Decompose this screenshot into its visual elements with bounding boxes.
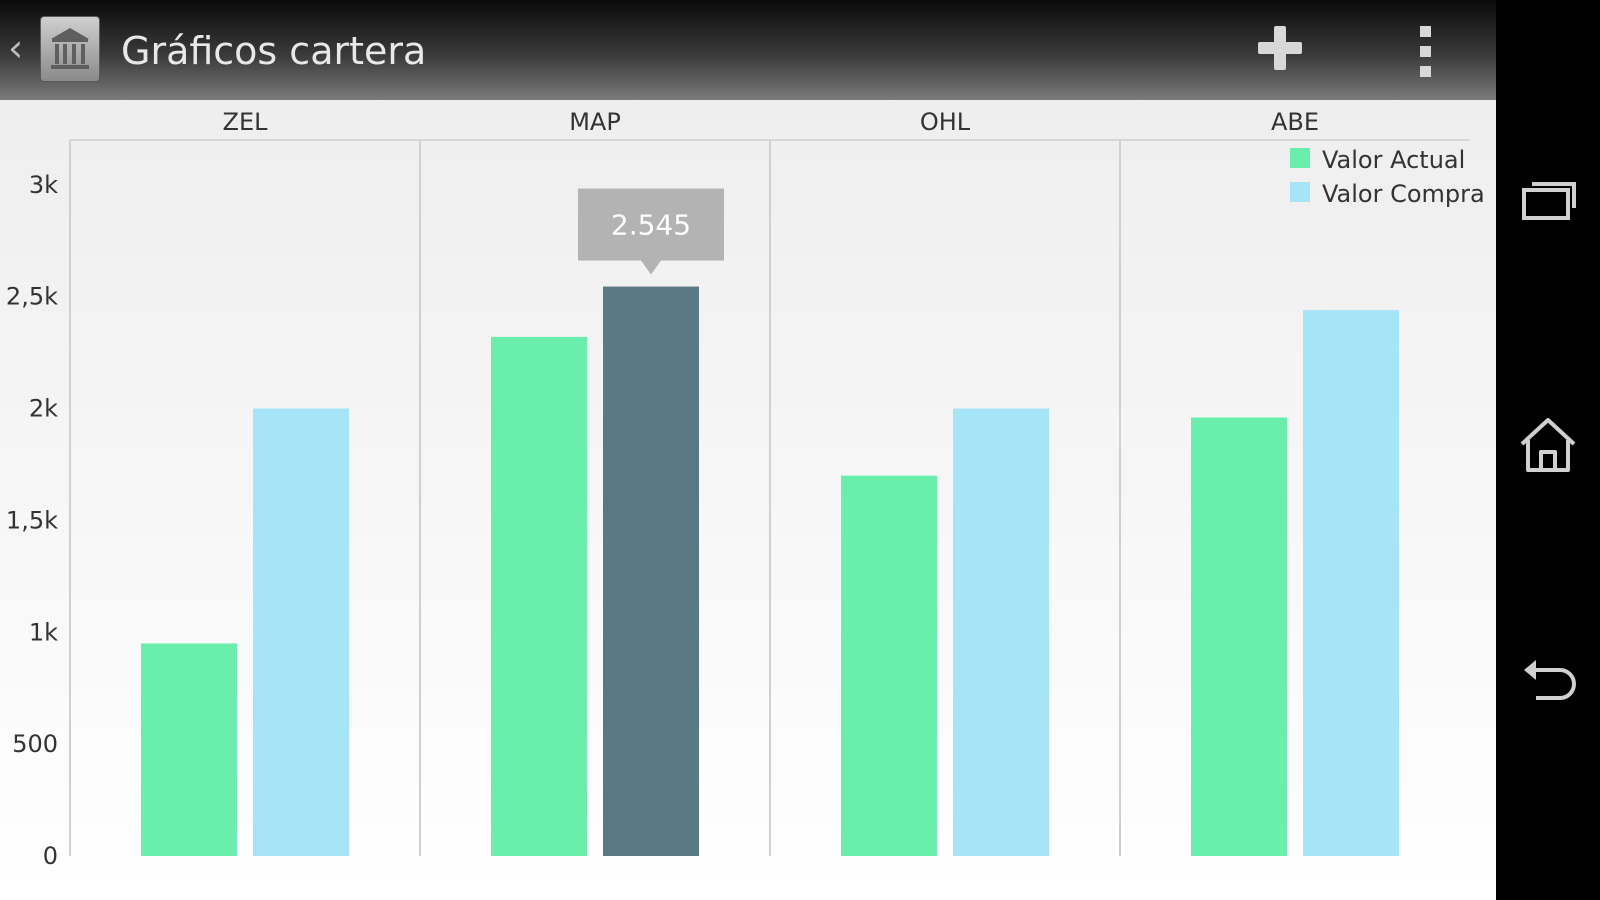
bar-zel-compra[interactable] [253,408,349,857]
bar-abe-actual[interactable] [1191,417,1287,856]
action-bar: ‹ Gráficos cartera [0,0,1496,100]
value-tooltip [578,188,724,275]
bar-zel-actual[interactable] [141,643,237,856]
x-category-label: ABE [1271,108,1319,136]
bar-ohl-compra[interactable] [953,408,1049,857]
legend-label: Valor Compra [1322,180,1485,208]
bar-abe-compra[interactable] [1303,310,1399,856]
y-tick-label: 1,5k [6,506,58,534]
legend-label: Valor Actual [1322,146,1465,174]
plus-icon[interactable] [1254,22,1306,74]
tooltip-pointer [641,260,661,275]
legend-swatch [1290,148,1310,168]
page-title: Gráficos cartera [121,29,427,73]
portfolio-bar-chart[interactable]: 0 500 1k 1,5k 2k 2,5k 3k ZEL MAP OHL ABE 2.545 Valor… [0,100,1496,900]
y-tick-label: 500 [12,730,58,758]
y-tick-label: 2,5k [6,283,58,311]
bar-ohl-actual[interactable] [841,475,937,856]
bank-building-icon[interactable] [40,16,100,82]
bar-map-compra[interactable] [603,286,699,856]
legend-swatch [1290,182,1310,202]
bar-map-actual[interactable] [491,336,587,856]
recent-apps-icon[interactable] [1496,160,1600,250]
app-screen: ‹ Gráficos cartera [0,0,1496,900]
tooltip-value: 2.545 [611,209,691,242]
overflow-menu-icon[interactable] [1408,22,1444,82]
y-tick-label: 1k [29,618,58,646]
system-navigation-bar [1496,0,1600,900]
y-tick-label: 0 [43,842,58,870]
y-tick-label: 2k [29,395,58,423]
x-category-label: MAP [569,108,621,136]
home-icon[interactable] [1496,400,1600,490]
x-category-label: OHL [920,108,971,136]
y-tick-label: 3k [29,171,58,199]
x-category-label: ZEL [223,108,269,136]
tooltip-box [578,188,724,261]
chevron-left-icon[interactable]: ‹ [8,26,24,70]
back-icon[interactable] [1496,640,1600,730]
